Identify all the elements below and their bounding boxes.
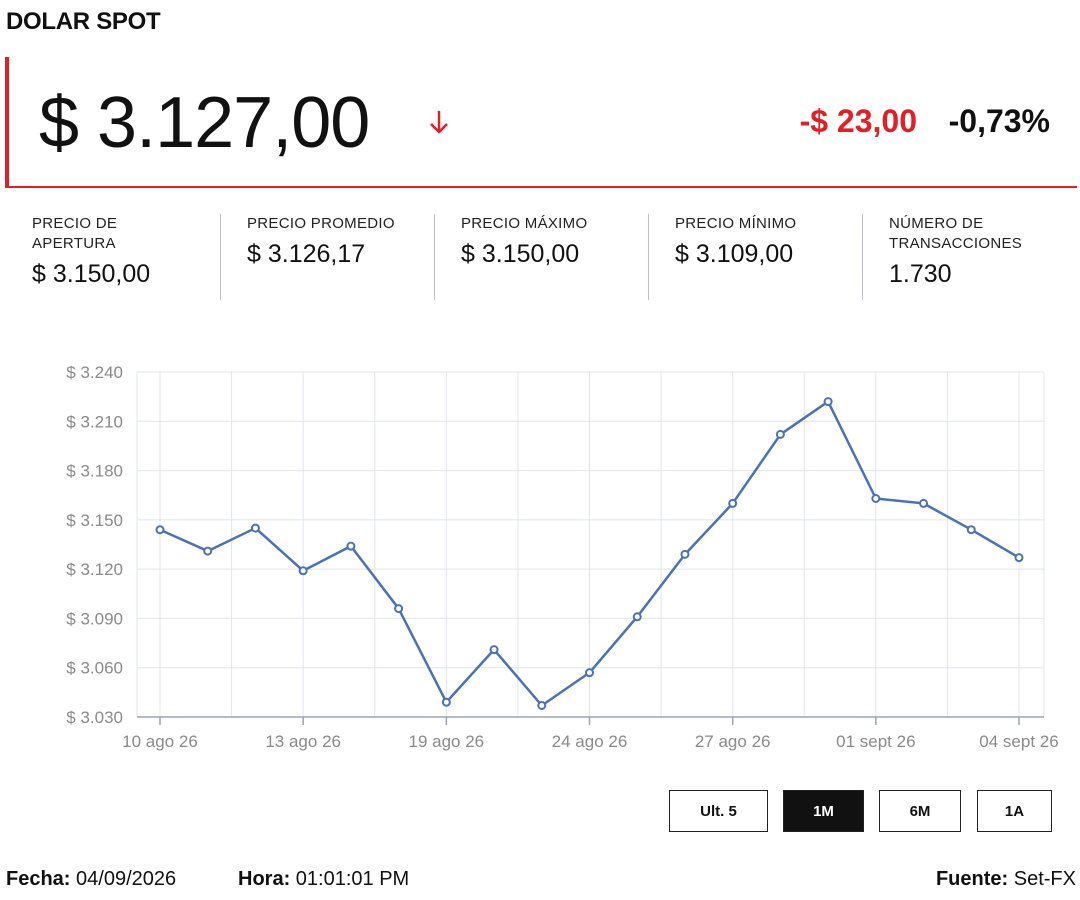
footer-time-value: 01:01:01 PM — [295, 868, 410, 890]
footer-date-value: 04/09/2026 — [76, 868, 177, 890]
range-button-1m[interactable]: 1M — [783, 790, 864, 832]
range-button-ult5[interactable]: Ult. 5 — [669, 790, 768, 832]
y-tick-label: $ 3.030 — [66, 708, 123, 727]
y-tick-label: $ 3.120 — [66, 560, 123, 579]
stat-value: $ 3.150,00 — [461, 240, 580, 268]
footer-source-label: Fuente: — [935, 868, 1009, 890]
stat-label: PRECIO MÍNIMO — [675, 215, 797, 232]
stat-average-price: PRECIO PROMEDIO $ 3.126,17 — [220, 214, 434, 300]
data-point — [728, 498, 738, 508]
y-tick-label: $ 3.210 — [66, 412, 123, 431]
data-point — [919, 498, 929, 508]
price-block: $ 3.127,00 -$ 23,00 -0,73% — [5, 57, 1077, 188]
data-point — [489, 645, 499, 655]
stat-value: $ 3.109,00 — [675, 240, 794, 268]
y-tick-label: $ 3.060 — [66, 659, 123, 678]
x-tick-label: 24 ago 26 — [552, 732, 628, 751]
stat-label: PRECIO PROMEDIO — [247, 215, 395, 232]
data-point — [203, 546, 213, 556]
data-point — [346, 541, 356, 551]
price-change: -$ 23,00 — [799, 103, 917, 139]
data-point — [871, 494, 881, 503]
data-point — [680, 549, 690, 559]
stat-value: 1.730 — [889, 260, 952, 288]
data-point — [155, 525, 165, 535]
footer-time: Hora: 01:01:01 PM — [238, 868, 409, 891]
stat-label: PRECIO MÁXIMO — [461, 215, 588, 232]
stat-max-price: PRECIO MÁXIMO $ 3.150,00 — [434, 214, 648, 300]
x-tick-label: 13 ago 26 — [265, 732, 341, 751]
x-tick-label: 04 sept 26 — [979, 732, 1058, 751]
data-point — [250, 523, 260, 533]
x-tick-label: 19 ago 26 — [409, 732, 485, 751]
y-tick-label: $ 3.180 — [66, 462, 123, 481]
footer-source-value: Set-FX — [1013, 868, 1076, 890]
footer-source: Fuente: Set-FX — [936, 868, 1076, 891]
stat-value: $ 3.126,17 — [247, 240, 366, 268]
data-point — [1014, 553, 1024, 563]
x-tick-label: 01 sept 26 — [836, 732, 915, 751]
current-price: $ 3.127,00 — [39, 83, 370, 163]
stats-row: PRECIO DE APERTURA $ 3.150,00 PRECIO PRO… — [0, 214, 1080, 300]
price-change-percent: -0,73% — [948, 103, 1050, 139]
page-title: DOLAR SPOT — [6, 8, 161, 35]
range-button-1a[interactable]: 1A — [977, 790, 1052, 832]
data-point — [823, 397, 833, 407]
arrow-down-icon — [430, 111, 448, 134]
y-tick-label: $ 3.090 — [66, 609, 123, 628]
stat-opening-price: PRECIO DE APERTURA $ 3.150,00 — [6, 214, 220, 300]
x-tick-label: 10 ago 26 — [122, 732, 198, 751]
data-point — [775, 429, 785, 439]
stat-value: $ 3.150,00 — [32, 260, 151, 288]
stat-transactions: NÚMERO DE TRANSACCIONES 1.730 — [862, 214, 1076, 300]
y-tick-label: $ 3.150 — [66, 511, 123, 530]
stat-label: PRECIO DE APERTURA — [32, 215, 118, 252]
price-line-chart: $ 3.030 $ 3.060 $ 3.090 $ 3.120 $ 3.150 $ 3.1… — [66, 363, 1058, 751]
stat-min-price: PRECIO MÍNIMO $ 3.109,00 — [648, 214, 862, 300]
footer-date-label: Fecha: — [6, 868, 71, 890]
footer-date: Fecha: 04/09/2026 — [6, 868, 176, 891]
data-point — [632, 612, 642, 622]
footer-time-label: Hora: — [238, 868, 291, 890]
data-point — [441, 697, 451, 707]
data-point — [585, 668, 594, 678]
data-point — [966, 525, 976, 535]
stat-label: NÚMERO DE TRANSACCIONES — [889, 215, 1023, 252]
data-point — [298, 566, 308, 576]
data-point — [537, 701, 547, 710]
data-point — [394, 604, 404, 614]
y-tick-label: $ 3.240 — [66, 363, 123, 382]
x-tick-label: 27 ago 26 — [695, 732, 771, 751]
range-button-6m[interactable]: 6M — [879, 790, 961, 832]
